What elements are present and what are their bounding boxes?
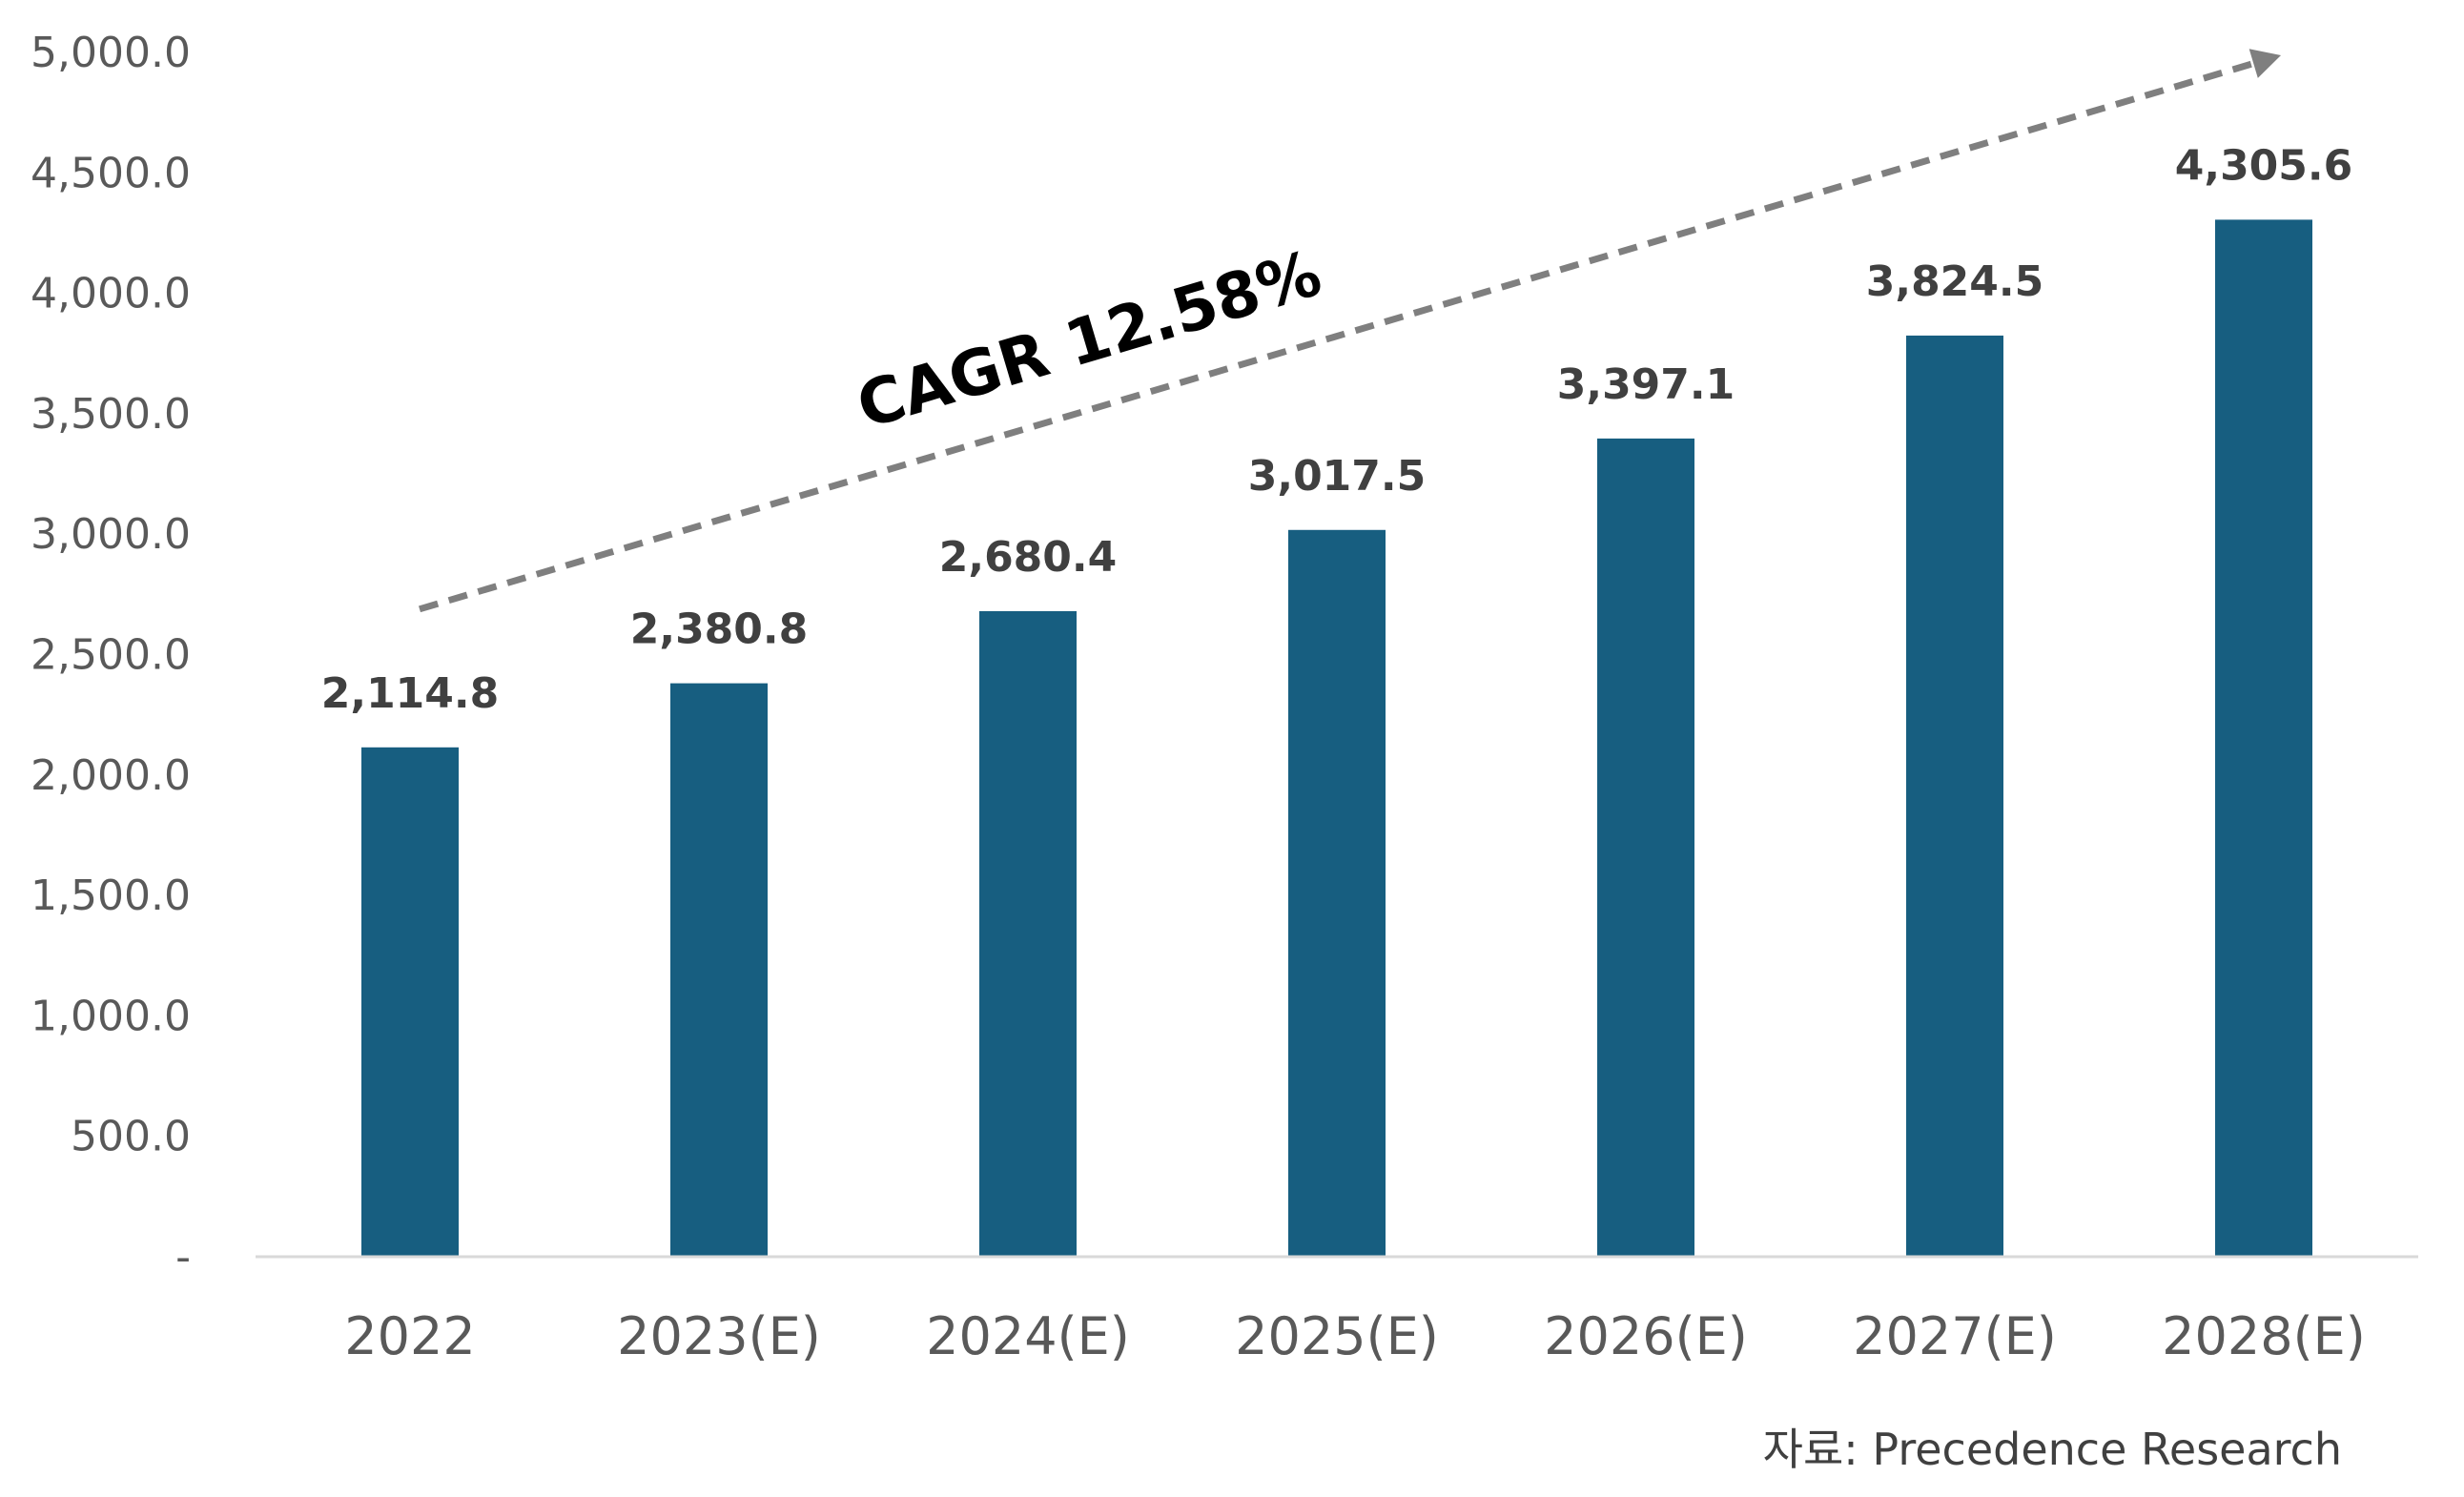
x-tick-label: 2024(E) [926,1306,1130,1366]
y-tick-label: 3,000.0 [31,510,191,559]
y-axis: - 500.0 1,000.0 1,500.0 2,000.0 2,500.0 3,000.… [31,29,191,1282]
data-label: 3,824.5 [1866,257,2044,306]
y-tick-label: 500.0 [71,1113,191,1161]
trend-arrowhead [2248,49,2281,78]
x-tick-label: 2028(E) [2162,1306,2366,1366]
x-axis: 2022 2023(E) 2024(E) 2025(E) 2026(E) 2027(E) 2… [344,1306,2366,1366]
bar [979,610,1077,1257]
x-tick-label: 2027(E) [1853,1306,2057,1366]
data-label: 4,305.6 [2175,141,2353,190]
data-label: 2,680.4 [939,533,1118,582]
data-label: 2,380.8 [630,605,809,654]
bar [361,747,459,1257]
bar [2215,219,2312,1258]
data-label: 3,017.5 [1248,452,1427,501]
data-labels: 2,114.8 2,380.8 2,680.4 3,017.5 3,397.1 3,824… [321,141,2353,717]
y-tick-label: 5,000.0 [31,29,191,77]
bar [1288,529,1386,1257]
bar [1906,335,2003,1258]
y-tick-label: 3,500.0 [31,390,191,439]
y-tick-label: 2,000.0 [31,751,191,800]
y-tick-label: 2,500.0 [31,631,191,680]
x-tick-label: 2026(E) [1544,1306,1748,1366]
data-label: 3,397.1 [1557,360,1735,409]
y-tick-label: 1,500.0 [31,872,191,920]
cagr-label: CAGR 12.58% [849,236,1328,443]
y-tick-label: 4,000.0 [31,270,191,318]
bar [1597,438,1694,1257]
x-tick-label: 2023(E) [617,1306,821,1366]
trend-arrow [419,60,2255,613]
bar [670,683,768,1257]
y-tick-label: - [175,1233,191,1282]
y-tick-label: 4,500.0 [31,149,191,197]
bar-series [361,219,2312,1258]
x-tick-label: 2022 [344,1306,475,1366]
data-label: 2,114.8 [321,669,500,718]
x-tick-label: 2025(E) [1235,1306,1439,1366]
source-note: 자료: Precedence Research [1763,1424,2342,1475]
y-tick-label: 1,000.0 [31,992,191,1040]
